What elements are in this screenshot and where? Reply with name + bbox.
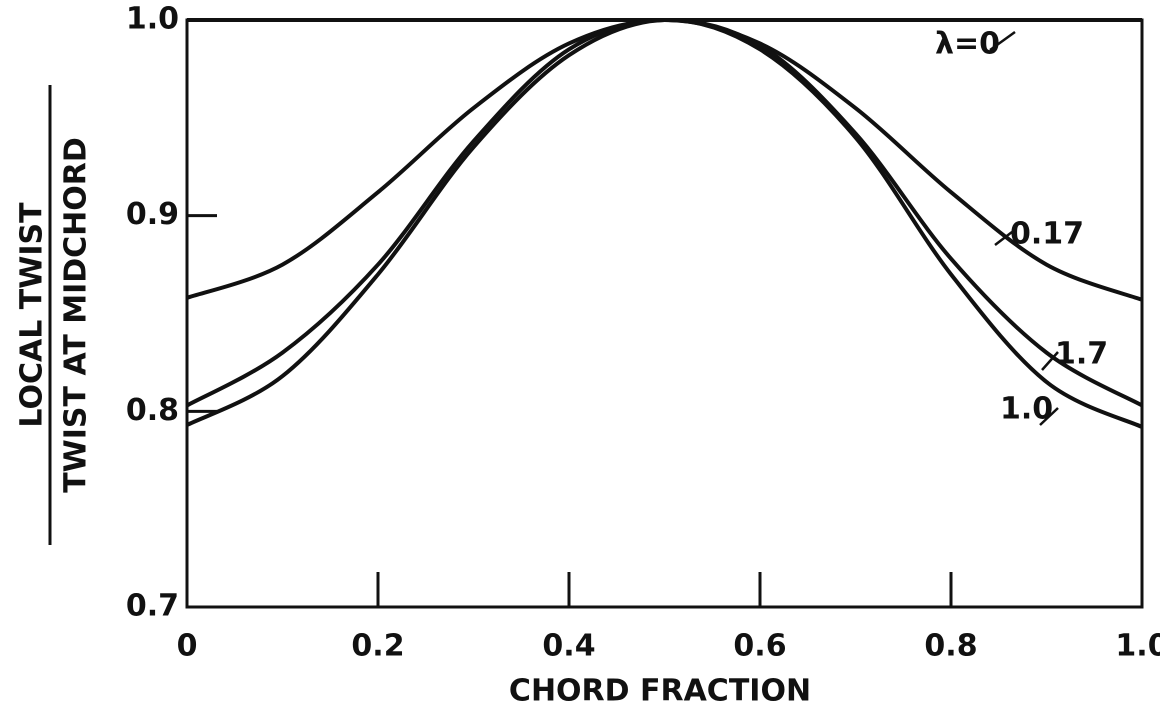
curve [186, 17, 1143, 408]
leader-line [994, 231, 1013, 246]
y-tick-label: 0.8 [126, 393, 179, 428]
curve [186, 17, 1143, 302]
y-tick-label: 1.0 [126, 2, 179, 37]
curve-label: λ=0 [935, 27, 1000, 62]
y-label-denominator: TWIST AT MIDCHORD [59, 137, 94, 493]
x-axis-label: CHORD FRACTION [509, 674, 811, 709]
x-tick-label: 0 [177, 629, 198, 664]
leader-line [989, 30, 1016, 52]
y-tick-label: 0.9 [126, 197, 179, 232]
curve-label: 0.17 [1010, 217, 1084, 252]
curve-label: 1.7 [1055, 337, 1108, 372]
y-tick-label: 0.7 [126, 589, 179, 624]
leader-line [1039, 407, 1059, 426]
x-tick-label: 0.8 [924, 629, 977, 664]
y-label-numerator: LOCAL TWIST [15, 202, 50, 428]
leader-line [1041, 351, 1059, 371]
x-tick-label: 0.6 [733, 629, 786, 664]
x-tick-label: 0.4 [542, 629, 595, 664]
x-tick-label: 1.0 [1115, 629, 1160, 664]
y-axis-label: LOCAL TWIST TWIST AT MIDCHORD [15, 85, 94, 545]
x-tick-label: 0.2 [351, 629, 404, 664]
curve [186, 17, 1143, 429]
